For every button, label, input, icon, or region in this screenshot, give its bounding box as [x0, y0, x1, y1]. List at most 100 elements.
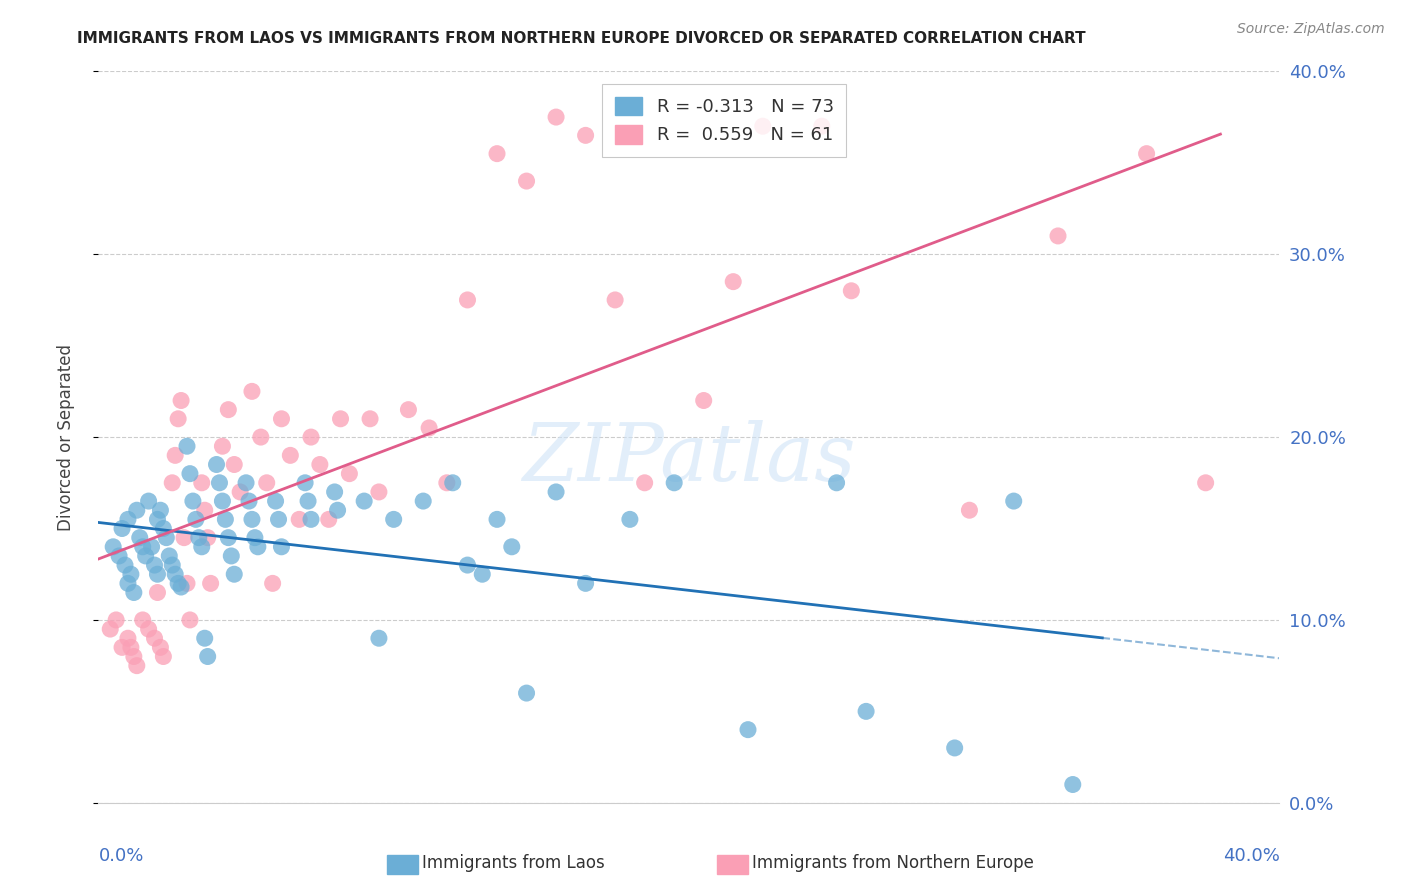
Text: IMMIGRANTS FROM LAOS VS IMMIGRANTS FROM NORTHERN EUROPE DIVORCED OR SEPARATED CO: IMMIGRANTS FROM LAOS VS IMMIGRANTS FROM … — [77, 31, 1085, 46]
Point — [267, 512, 290, 526]
Point — [146, 585, 169, 599]
Point — [179, 467, 201, 481]
Point — [141, 540, 163, 554]
Point — [98, 622, 121, 636]
Point — [294, 475, 316, 490]
Point — [855, 705, 877, 719]
Point — [197, 649, 219, 664]
Point — [326, 503, 349, 517]
Point — [149, 503, 172, 517]
Point — [146, 567, 169, 582]
Point — [723, 275, 745, 289]
Point — [143, 632, 166, 646]
Point — [238, 494, 260, 508]
Point — [693, 393, 716, 408]
Point — [217, 531, 239, 545]
Point — [117, 512, 139, 526]
Point — [200, 576, 222, 591]
Point — [457, 293, 479, 307]
Point — [240, 512, 263, 526]
Point — [471, 567, 494, 582]
Point — [135, 549, 157, 563]
Point — [162, 558, 183, 573]
Point — [412, 494, 434, 508]
Point — [1002, 494, 1025, 508]
Point — [120, 567, 142, 582]
Point — [176, 576, 198, 591]
Point — [752, 120, 775, 134]
Point — [120, 640, 142, 655]
Point — [339, 467, 361, 481]
Point — [194, 632, 217, 646]
Point — [262, 576, 284, 591]
Point — [1046, 229, 1070, 244]
Point — [125, 503, 148, 517]
Point — [737, 723, 759, 737]
Point — [235, 475, 257, 490]
Point — [111, 640, 134, 655]
Point — [108, 549, 131, 563]
Point — [382, 512, 405, 526]
Point — [105, 613, 128, 627]
Point — [1136, 146, 1159, 161]
Point — [170, 393, 193, 408]
Point — [167, 576, 190, 591]
Point — [575, 576, 598, 591]
Point — [191, 475, 214, 490]
Legend: R = -0.313   N = 73, R =  0.559   N = 61: R = -0.313 N = 73, R = 0.559 N = 61 — [602, 84, 846, 157]
Point — [162, 475, 183, 490]
Point — [270, 412, 292, 426]
Text: 40.0%: 40.0% — [1223, 847, 1279, 864]
Point — [546, 485, 568, 500]
Point — [167, 412, 190, 426]
Text: 0.0%: 0.0% — [98, 847, 143, 864]
Y-axis label: Divorced or Separated: Divorced or Separated — [56, 343, 75, 531]
Point — [152, 649, 174, 664]
Point — [959, 503, 981, 517]
Point — [165, 567, 187, 582]
Point — [825, 475, 848, 490]
Point — [173, 531, 195, 545]
Point — [299, 512, 322, 526]
Point — [146, 512, 169, 526]
Point — [194, 503, 217, 517]
Point — [605, 293, 627, 307]
Point — [132, 540, 155, 554]
Point — [138, 622, 160, 636]
Point — [138, 494, 160, 508]
Point — [288, 512, 311, 526]
Point — [457, 558, 479, 573]
Point — [501, 540, 523, 554]
Point — [157, 549, 180, 563]
Point — [664, 475, 686, 490]
Point — [398, 402, 420, 417]
Point — [197, 531, 219, 545]
Text: Source: ZipAtlas.com: Source: ZipAtlas.com — [1237, 22, 1385, 37]
Point — [208, 475, 231, 490]
Point — [176, 439, 198, 453]
Point — [359, 412, 381, 426]
Point — [125, 658, 148, 673]
Point — [246, 540, 269, 554]
Point — [211, 439, 233, 453]
Point — [191, 540, 214, 554]
Point — [205, 458, 228, 472]
Point — [111, 521, 134, 535]
Text: Immigrants from Northern Europe: Immigrants from Northern Europe — [752, 855, 1033, 872]
Point — [297, 494, 319, 508]
Point — [368, 632, 391, 646]
Point — [634, 475, 657, 490]
Point — [299, 430, 322, 444]
Point — [132, 613, 155, 627]
Point — [103, 540, 125, 554]
Point — [152, 521, 174, 535]
Point — [170, 580, 193, 594]
Point — [211, 494, 233, 508]
Point — [181, 494, 204, 508]
Point — [264, 494, 287, 508]
Point — [149, 640, 172, 655]
Point — [128, 531, 150, 545]
Point — [270, 540, 292, 554]
Point — [368, 485, 391, 500]
Point — [117, 632, 139, 646]
